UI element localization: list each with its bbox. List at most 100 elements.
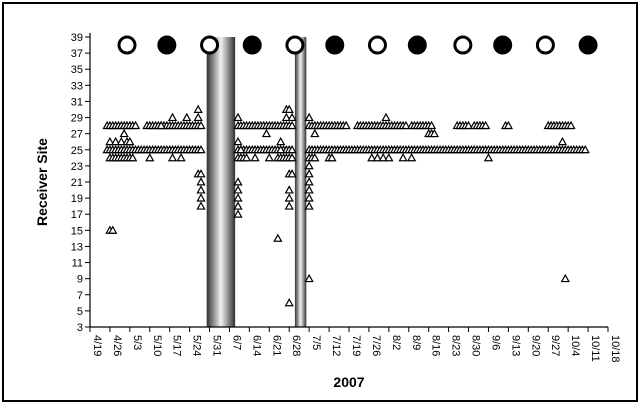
data-point — [196, 120, 206, 130]
full-moon-marker — [200, 35, 220, 55]
data-point — [125, 136, 135, 146]
data-point — [426, 120, 437, 130]
data-point — [130, 120, 141, 130]
full-moon-marker — [367, 35, 387, 55]
y-tick-label: 31 — [71, 96, 83, 108]
series-line-segment-8 — [469, 120, 491, 130]
series-line-segment-13 — [304, 144, 590, 154]
x-tick-label: 10/18 — [609, 335, 621, 363]
x-tick-label: 5/31 — [211, 335, 223, 356]
data-point — [276, 136, 286, 146]
y-tick-label: 37 — [71, 48, 83, 60]
data-point — [233, 112, 243, 122]
y-tick-label: 27 — [71, 129, 83, 141]
y-tick-label: 7 — [77, 290, 83, 302]
y-tick-label: 13 — [71, 241, 83, 253]
data-points — [105, 104, 570, 307]
x-tick-label: 8/23 — [450, 335, 462, 356]
data-point — [429, 128, 440, 138]
data-point — [367, 152, 377, 162]
y-tick-label: 23 — [71, 161, 83, 173]
data-point — [233, 185, 243, 194]
x-tick-label: 5/10 — [151, 335, 163, 356]
series-line-segment-11 — [102, 144, 206, 154]
full-moon-marker — [535, 35, 555, 55]
data-point — [196, 177, 206, 186]
series-line-segment-9 — [500, 120, 514, 130]
data-point — [156, 120, 166, 130]
y-tick-label: 15 — [71, 225, 83, 237]
series-line-segment-12 — [233, 144, 297, 154]
data-point — [167, 152, 178, 162]
series-line-segment-6 — [406, 120, 437, 130]
data-point — [110, 136, 121, 146]
series-line-segment-7 — [452, 120, 474, 130]
x-tick-label: 6/14 — [250, 335, 262, 356]
data-point — [108, 225, 118, 234]
y-tick-label: 9 — [77, 274, 83, 286]
x-tick-label: 9/6 — [489, 335, 501, 350]
y-tick-label: 11 — [72, 258, 83, 270]
data-point — [406, 152, 417, 162]
data-point — [287, 152, 297, 162]
data-point — [284, 185, 294, 194]
x-tick-label: 10/4 — [569, 335, 581, 356]
data-point — [182, 112, 192, 122]
full-moon-marker — [117, 35, 137, 55]
series-line-segment-5 — [352, 120, 411, 130]
y-tick-label: 5 — [77, 306, 83, 318]
x-tick-label: 4/19 — [91, 335, 103, 356]
x-tick-label: 7/26 — [370, 335, 382, 356]
x-tick-label: 6/7 — [230, 335, 242, 350]
new-moon-marker — [325, 35, 345, 55]
data-point — [304, 161, 314, 170]
data-point — [304, 201, 314, 210]
data-point — [116, 136, 126, 146]
chart-frame — [2, 2, 638, 402]
data-point — [276, 144, 286, 154]
new-moon-marker — [407, 35, 427, 55]
series-line-segment-17 — [304, 152, 320, 162]
y-tick-label: 19 — [71, 193, 83, 205]
new-moon-marker — [493, 35, 513, 55]
y-tick-label: 39 — [71, 32, 83, 44]
x-tick-label: 6/28 — [290, 335, 302, 356]
x-tick-label: 9/27 — [549, 335, 561, 356]
new-moon-marker — [157, 35, 177, 55]
data-point — [196, 193, 206, 202]
data-point — [327, 152, 337, 162]
x-tick-label: 5/24 — [191, 335, 203, 356]
series-line-segment-10 — [543, 120, 576, 130]
x-tick-label: 6/21 — [270, 335, 282, 356]
x-tick-label: 5/3 — [131, 335, 143, 350]
data-point — [193, 112, 203, 122]
data-point — [287, 112, 297, 122]
data-point — [196, 185, 206, 194]
data-point — [128, 152, 138, 162]
y-axis-title: Receiver Site — [34, 138, 50, 226]
x-tick-label: 9/13 — [509, 335, 521, 356]
series-lines — [102, 120, 590, 162]
x-tick-label: 8/16 — [430, 335, 442, 356]
data-point — [287, 169, 297, 178]
data-point — [273, 233, 283, 242]
data-point — [241, 152, 252, 162]
moon-phase-markers — [117, 35, 598, 55]
data-point — [304, 169, 314, 178]
data-point — [284, 201, 294, 210]
data-point — [176, 152, 186, 162]
data-point — [557, 136, 568, 146]
data-point — [580, 144, 590, 154]
data-point — [196, 144, 206, 154]
data-point — [560, 273, 570, 283]
y-tick-label: 29 — [71, 113, 83, 125]
data-point — [287, 144, 297, 154]
data-point — [287, 120, 297, 130]
data-point — [196, 201, 206, 210]
data-point — [250, 152, 260, 162]
x-tick-label: 7/19 — [350, 335, 362, 356]
y-tick-label: 17 — [71, 209, 83, 221]
series-line-segment-3 — [233, 120, 297, 130]
data-point — [398, 152, 408, 162]
